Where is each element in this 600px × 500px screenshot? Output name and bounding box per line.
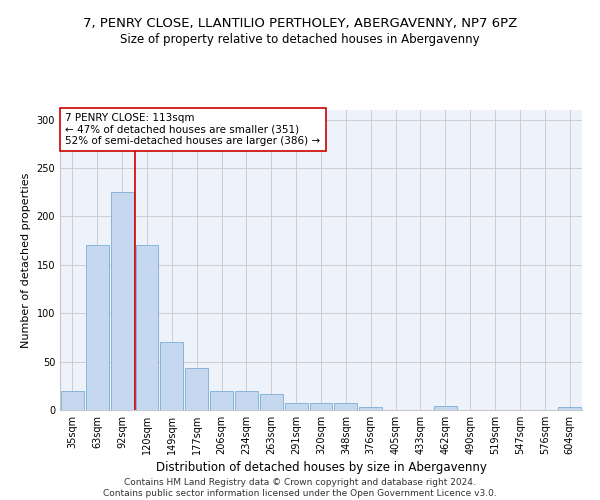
Bar	[558, 407, 581, 410]
X-axis label: Distribution of detached houses by size in Abergavenny: Distribution of detached houses by size …	[155, 461, 487, 474]
Text: Contains HM Land Registry data © Crown copyright and database right 2024.
Contai: Contains HM Land Registry data © Crown c…	[103, 478, 497, 498]
Text: Size of property relative to detached houses in Abergavenny: Size of property relative to detached ho…	[120, 32, 480, 46]
Text: 7, PENRY CLOSE, LLANTILIO PERTHOLEY, ABERGAVENNY, NP7 6PZ: 7, PENRY CLOSE, LLANTILIO PERTHOLEY, ABE…	[83, 18, 517, 30]
Bar	[235, 390, 258, 410]
Bar	[160, 342, 183, 410]
Bar	[310, 403, 332, 410]
Bar	[210, 390, 233, 410]
Y-axis label: Number of detached properties: Number of detached properties	[21, 172, 31, 348]
Bar	[434, 406, 457, 410]
Bar	[136, 246, 158, 410]
Bar	[285, 403, 308, 410]
Text: 7 PENRY CLOSE: 113sqm
← 47% of detached houses are smaller (351)
52% of semi-det: 7 PENRY CLOSE: 113sqm ← 47% of detached …	[65, 113, 320, 146]
Bar	[334, 403, 357, 410]
Bar	[61, 390, 84, 410]
Bar	[185, 368, 208, 410]
Bar	[86, 246, 109, 410]
Bar	[260, 394, 283, 410]
Bar	[359, 407, 382, 410]
Bar	[111, 192, 134, 410]
